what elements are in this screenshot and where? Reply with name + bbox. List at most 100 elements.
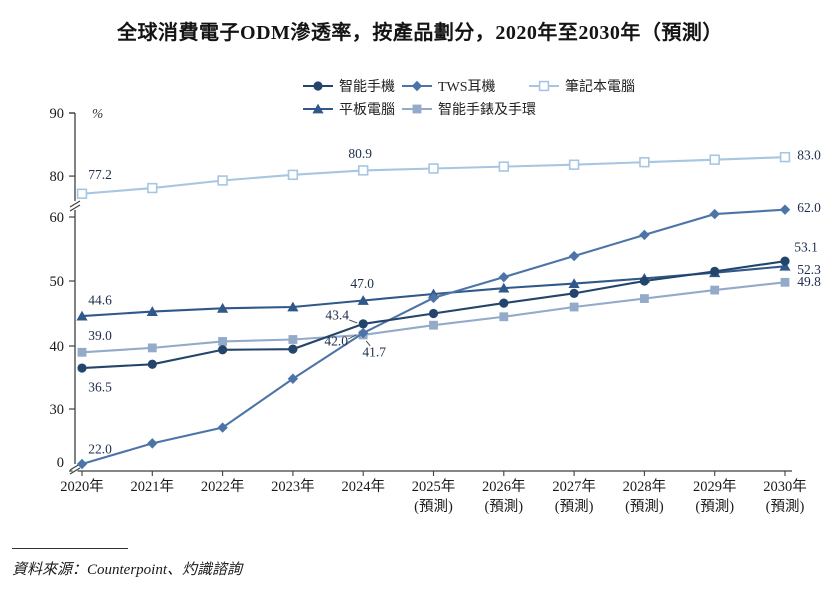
- marker-smartwatch-band: [499, 312, 509, 322]
- marker-tablet: [287, 301, 299, 312]
- y-tick-label: 50: [50, 274, 65, 290]
- marker-tablet: [76, 310, 88, 321]
- label-leader-line: [365, 340, 371, 347]
- marker-smartwatch-band: [429, 320, 438, 330]
- data-label: 44.6: [88, 293, 112, 308]
- data-label: 39.0: [88, 328, 112, 343]
- marker-tws-earbuds: [217, 422, 228, 433]
- marker-smartwatch-band: [147, 343, 157, 353]
- marker-tws-earbuds: [287, 373, 299, 384]
- marker-smartphone: [639, 276, 650, 286]
- marker-tablet: [498, 282, 510, 293]
- marker-smartwatch-band: [640, 294, 649, 303]
- marker-laptop: [709, 154, 720, 165]
- x-tick-label: 2028年: [623, 478, 667, 495]
- legend-marker-tws-earbuds: [411, 80, 423, 92]
- marker-tws-earbuds: [498, 271, 509, 283]
- x-tick-forecast-note: (預測): [555, 498, 594, 515]
- marker-laptop: [357, 165, 369, 176]
- legend-item-smartwatch-band: 智能手錶及手環: [402, 102, 536, 118]
- y-tick-label: 80: [50, 169, 65, 185]
- x-tick-label: 2021年: [131, 478, 175, 495]
- data-labels: 77.2 80.9 83.0 22.0 42.0 62.0 44.6 47.0 52.3 39.0…: [88, 146, 821, 457]
- marker-laptop: [217, 175, 228, 186]
- marker-smartphone: [780, 256, 790, 266]
- x-tick-forecast-note: (預測): [766, 498, 805, 515]
- marker-smartphone: [147, 359, 157, 369]
- marker-smartphone: [569, 288, 579, 298]
- x-tick-label: 2020年: [60, 478, 104, 495]
- marker-smartphone: [288, 344, 298, 354]
- x-tick-label: 2022年: [201, 478, 245, 495]
- data-label: 52.3: [797, 262, 821, 277]
- y-tick-label: 30: [50, 402, 65, 418]
- marker-laptop: [498, 161, 509, 172]
- label-leader-line: [347, 334, 357, 340]
- x-tick-forecast-note: (預測): [695, 498, 734, 515]
- marker-laptop: [568, 159, 580, 170]
- x-tick-forecast-note: (預測): [484, 498, 523, 515]
- series-line-tws-earbuds: [81, 208, 786, 466]
- data-label: 53.1: [794, 240, 818, 255]
- y-tick-label: 60: [50, 210, 65, 226]
- x-tick-forecast-note: (預測): [414, 498, 453, 515]
- x-axis: 2020年 2021年 2022年 2023年 2024年 2025年 (預測) 2026年 (…: [60, 471, 807, 515]
- series-line-laptop: [81, 156, 786, 195]
- x-tick-label: 2023年: [271, 478, 315, 495]
- y-tick-label: 90: [50, 106, 65, 122]
- marker-smartphone: [710, 266, 720, 276]
- legend-item-tablet: 平板電腦: [303, 102, 395, 118]
- x-tick-label: 2029年: [693, 478, 737, 495]
- marker-smartwatch-band: [569, 302, 579, 312]
- data-label: 47.0: [350, 276, 374, 291]
- marker-tws-earbuds: [639, 229, 650, 241]
- marker-laptop: [287, 169, 299, 181]
- footnote-rule: [12, 548, 128, 549]
- legend-item-laptop: 筆記本電腦: [529, 78, 635, 95]
- marker-smartwatch-band: [288, 335, 298, 344]
- marker-smartphone: [218, 345, 228, 355]
- marker-laptop: [147, 182, 158, 194]
- y-tick-label: 0: [57, 455, 64, 471]
- marker-tws-earbuds: [76, 458, 88, 470]
- data-label: 49.8: [797, 274, 821, 289]
- data-label: 41.7: [362, 344, 386, 359]
- data-label: 80.9: [348, 146, 372, 161]
- marker-tablet: [357, 295, 369, 305]
- marker-smartwatch-band: [780, 277, 790, 287]
- marker-tws-earbuds: [428, 292, 439, 304]
- source-note: 資料來源：Counterpoint、灼識諮詢: [12, 562, 243, 578]
- series-tws-earbuds: [76, 204, 791, 470]
- marker-tablet: [217, 302, 229, 313]
- marker-smartphone: [499, 298, 509, 308]
- axis-break-icon: [69, 200, 81, 212]
- data-label: 42.0: [324, 334, 348, 349]
- legend-label-tablet: 平板電腦: [339, 102, 395, 118]
- legend-item-tws-earbuds: TWS耳機: [402, 79, 496, 95]
- marker-tablet: [568, 278, 580, 288]
- x-tick-label: 2027年: [552, 478, 596, 495]
- legend-marker-tablet: [312, 103, 324, 114]
- legend-label-laptop: 筆記本電腦: [565, 78, 635, 95]
- y-axis-unit: %: [92, 106, 103, 121]
- legend-marker-laptop: [538, 80, 550, 92]
- legend-label-smartwatch-band: 智能手錶及手環: [438, 102, 536, 118]
- y-tick-label: 40: [50, 339, 65, 355]
- marker-tws-earbuds: [358, 327, 369, 339]
- marker-tablet: [146, 306, 158, 316]
- marker-smartwatch-band: [710, 285, 720, 295]
- marker-tws-earbuds: [779, 204, 791, 215]
- data-label: 43.4: [325, 307, 349, 322]
- x-tick-label: 2024年: [341, 478, 385, 495]
- legend-item-smartphone: 智能手機: [303, 79, 395, 95]
- marker-laptop: [779, 151, 791, 163]
- data-label: 36.5: [88, 380, 112, 395]
- chart-title: 全球消費電子ODM滲透率，按產品劃分，2020年至2030年（預測）: [117, 22, 723, 44]
- marker-laptop: [428, 163, 439, 174]
- label-leader-line: [349, 319, 358, 324]
- x-tick-forecast-note: (預測): [625, 498, 664, 515]
- marker-tws-earbuds: [568, 250, 580, 262]
- marker-smartwatch-band: [218, 337, 227, 346]
